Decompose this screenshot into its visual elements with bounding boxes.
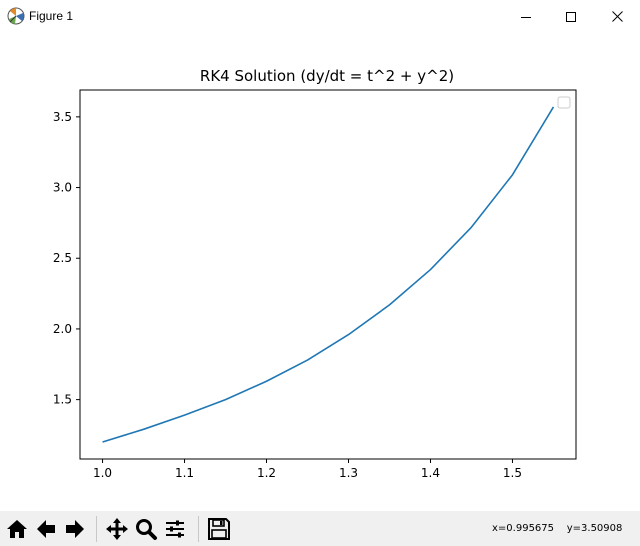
chart-title: RK4 Solution (dy/dt = t^2 + y^2) bbox=[200, 67, 454, 85]
y-tick-label: 3.5 bbox=[53, 110, 72, 124]
matplotlib-app-icon bbox=[7, 7, 25, 25]
close-button[interactable] bbox=[594, 0, 640, 33]
zoom-icon bbox=[136, 519, 157, 540]
minimize-icon bbox=[521, 16, 531, 18]
cursor-y-readout: y=3.50908 bbox=[566, 523, 623, 534]
close-icon bbox=[611, 11, 623, 22]
save-button[interactable] bbox=[206, 516, 232, 542]
toolbar-separator bbox=[198, 516, 199, 542]
pan-button[interactable] bbox=[104, 516, 130, 542]
y-tick-label: 3.0 bbox=[53, 181, 72, 195]
configure-subplots-icon bbox=[166, 520, 184, 538]
axes-frame bbox=[79, 89, 577, 460]
home-icon bbox=[7, 520, 27, 538]
window-titlebar: Figure 1 bbox=[0, 0, 640, 33]
x-tick-label: 1.2 bbox=[257, 466, 276, 480]
axis-ticks: 1.0 1.1 1.2 1.3 1.4 1.5 1.5 2.0 2.5 3.0 3.5 bbox=[53, 110, 522, 480]
maximize-icon bbox=[566, 11, 576, 22]
configure-subplots-button[interactable] bbox=[162, 516, 188, 542]
series-line bbox=[102, 106, 555, 443]
forward-arrow-icon bbox=[66, 520, 84, 538]
line-chart: RK4 Solution (dy/dt = t^2 + y^2) 1.0 1.1 1… bbox=[53, 67, 577, 480]
window-title: Figure 1 bbox=[29, 9, 74, 23]
zoom-button[interactable] bbox=[133, 516, 159, 542]
legend-box bbox=[557, 96, 571, 109]
y-tick-label: 2.0 bbox=[53, 322, 72, 336]
data-series bbox=[102, 106, 555, 443]
y-tick-label: 1.5 bbox=[53, 393, 72, 407]
pan-icon bbox=[106, 518, 128, 540]
cursor-coordinates: x=0.995675 y=3.50908 bbox=[492, 523, 622, 534]
toolbar-separator bbox=[96, 516, 97, 542]
x-tick-label: 1.4 bbox=[421, 466, 440, 480]
x-tick-label: 1.0 bbox=[93, 466, 112, 480]
x-tick-label: 1.3 bbox=[339, 466, 358, 480]
back-button[interactable] bbox=[33, 516, 59, 542]
save-icon bbox=[208, 518, 230, 540]
cursor-x-readout: x=0.995675 bbox=[492, 523, 555, 534]
forward-button[interactable] bbox=[62, 516, 88, 542]
back-arrow-icon bbox=[37, 520, 55, 538]
x-tick-label: 1.1 bbox=[175, 466, 194, 480]
home-button[interactable] bbox=[4, 516, 30, 542]
navigation-toolbar: x=0.995675 y=3.50908 bbox=[0, 511, 640, 546]
maximize-button[interactable] bbox=[548, 0, 594, 33]
y-tick-label: 2.5 bbox=[53, 251, 72, 265]
figure-canvas[interactable]: RK4 Solution (dy/dt = t^2 + y^2) 1.0 1.1 1… bbox=[0, 33, 640, 511]
x-tick-label: 1.5 bbox=[503, 466, 522, 480]
minimize-button[interactable] bbox=[503, 0, 549, 33]
